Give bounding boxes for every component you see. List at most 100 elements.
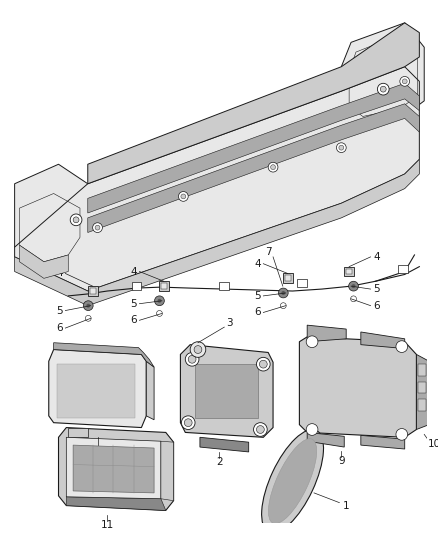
Text: 8: 8	[94, 444, 101, 454]
Bar	[88, 286, 98, 296]
Polygon shape	[361, 332, 405, 349]
Polygon shape	[20, 245, 68, 278]
Polygon shape	[66, 437, 161, 499]
Polygon shape	[341, 23, 424, 125]
Text: 5: 5	[130, 298, 137, 309]
Text: 7: 7	[265, 247, 272, 257]
Polygon shape	[53, 343, 154, 367]
Circle shape	[396, 429, 408, 440]
Circle shape	[184, 419, 192, 426]
Polygon shape	[49, 350, 146, 427]
Bar	[285, 276, 290, 281]
Polygon shape	[146, 361, 154, 420]
Circle shape	[95, 225, 100, 230]
Circle shape	[194, 345, 202, 353]
Circle shape	[158, 299, 161, 303]
Polygon shape	[161, 441, 173, 500]
Circle shape	[352, 284, 356, 288]
Bar	[90, 288, 95, 294]
Text: 5: 5	[56, 305, 63, 316]
Bar	[219, 282, 229, 290]
Circle shape	[349, 281, 358, 291]
Polygon shape	[180, 345, 273, 437]
Polygon shape	[200, 437, 249, 452]
Circle shape	[185, 352, 199, 366]
Bar	[159, 281, 169, 291]
Bar	[57, 364, 134, 418]
Bar	[68, 427, 88, 437]
Polygon shape	[307, 432, 344, 447]
Circle shape	[396, 341, 408, 352]
Text: 4: 4	[254, 259, 261, 269]
Text: 6: 6	[373, 301, 380, 311]
Circle shape	[73, 217, 79, 223]
Circle shape	[188, 356, 196, 363]
Text: 2: 2	[216, 457, 223, 467]
Circle shape	[83, 301, 93, 311]
Circle shape	[93, 223, 102, 232]
Circle shape	[400, 76, 410, 86]
Polygon shape	[14, 159, 419, 305]
Text: 5: 5	[373, 284, 380, 294]
Bar	[346, 269, 352, 274]
Polygon shape	[14, 67, 419, 291]
Bar	[418, 364, 426, 376]
Circle shape	[70, 214, 82, 225]
Circle shape	[254, 423, 267, 437]
Circle shape	[259, 360, 267, 368]
Circle shape	[181, 416, 195, 430]
Circle shape	[306, 424, 318, 435]
Circle shape	[281, 291, 285, 295]
Bar	[398, 265, 408, 273]
Text: 11: 11	[101, 520, 114, 530]
Circle shape	[280, 303, 286, 309]
Circle shape	[336, 143, 346, 152]
Text: 6: 6	[254, 308, 261, 318]
Polygon shape	[88, 104, 419, 232]
Circle shape	[350, 296, 357, 302]
Circle shape	[257, 426, 264, 433]
Polygon shape	[66, 497, 166, 511]
Bar	[132, 282, 141, 290]
Circle shape	[378, 83, 389, 95]
Bar	[297, 279, 307, 287]
Polygon shape	[88, 23, 419, 184]
Text: 10: 10	[427, 439, 438, 449]
Bar	[418, 382, 426, 393]
Polygon shape	[300, 337, 417, 437]
Circle shape	[279, 288, 288, 298]
Bar	[344, 266, 354, 277]
Bar	[283, 273, 293, 283]
Circle shape	[178, 191, 188, 201]
Polygon shape	[417, 354, 429, 430]
Circle shape	[190, 342, 206, 357]
Polygon shape	[307, 325, 346, 342]
Polygon shape	[14, 164, 88, 266]
Circle shape	[402, 79, 407, 84]
Circle shape	[85, 316, 91, 321]
Text: 6: 6	[130, 316, 137, 325]
Circle shape	[155, 296, 164, 305]
Text: 5: 5	[254, 291, 261, 301]
Text: 1: 1	[343, 500, 350, 511]
Circle shape	[181, 194, 186, 199]
Circle shape	[271, 165, 276, 169]
Circle shape	[380, 86, 386, 92]
Ellipse shape	[261, 430, 324, 533]
Text: 4: 4	[130, 266, 137, 277]
Text: 6: 6	[56, 323, 63, 333]
Bar	[195, 364, 258, 418]
Text: 4: 4	[373, 252, 380, 262]
Circle shape	[339, 145, 344, 150]
Polygon shape	[59, 427, 173, 511]
Bar	[161, 283, 167, 289]
Circle shape	[86, 304, 90, 308]
Polygon shape	[88, 83, 419, 213]
Text: 9: 9	[338, 456, 345, 466]
Polygon shape	[73, 445, 154, 493]
Bar	[418, 399, 426, 411]
Circle shape	[257, 357, 270, 371]
Text: 4: 4	[56, 269, 63, 278]
Polygon shape	[361, 435, 405, 449]
Circle shape	[306, 336, 318, 348]
